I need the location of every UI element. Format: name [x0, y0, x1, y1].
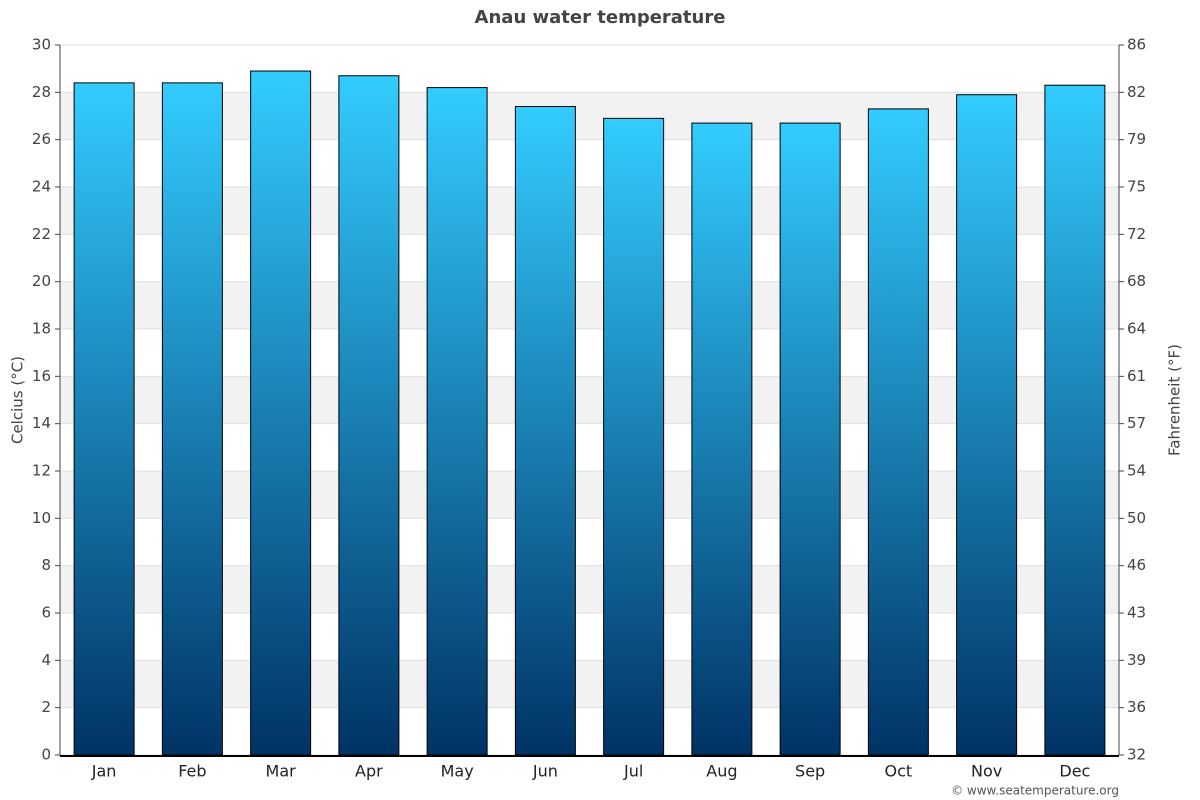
- x-tick-label: Dec: [1059, 762, 1090, 781]
- x-tick-label: Nov: [971, 762, 1002, 781]
- x-tick-label: Oct: [885, 762, 913, 781]
- bar: [779, 122, 841, 756]
- y-tick-label: 18: [32, 320, 51, 338]
- y2-tick-label: 36: [1127, 698, 1146, 716]
- bar: [1044, 84, 1106, 756]
- y2-tick-label: 61: [1127, 367, 1146, 385]
- y-tick-label: 24: [32, 178, 51, 196]
- y2-tick-label: 54: [1127, 462, 1146, 480]
- grid-band: [60, 471, 1119, 519]
- bar: [426, 87, 488, 756]
- grid-band: [60, 281, 1119, 329]
- y-tick-label: 2: [41, 698, 51, 716]
- y2-axis-title: Fahrenheit (°F): [1166, 344, 1184, 456]
- grid-band: [60, 187, 1119, 235]
- x-tick-label: Aug: [706, 762, 737, 781]
- y2-tick-label: 57: [1127, 414, 1146, 432]
- bar: [691, 122, 753, 756]
- x-tick-label: Sep: [795, 762, 825, 781]
- y2-tick-label: 32: [1127, 746, 1146, 764]
- y2-tick-label: 86: [1127, 36, 1146, 54]
- x-tick-label: Apr: [355, 762, 383, 781]
- bar: [867, 108, 929, 756]
- y-tick-label: 22: [32, 225, 51, 243]
- bar: [514, 106, 576, 756]
- bar: [161, 82, 223, 756]
- x-tick-label: Jan: [91, 762, 117, 781]
- x-tick-label: May: [441, 762, 474, 781]
- x-tick-label: Jun: [532, 762, 558, 781]
- y-tick-label: 26: [32, 130, 51, 148]
- grid-band: [60, 376, 1119, 424]
- y-tick-label: 8: [41, 556, 51, 574]
- y2-tick-label: 46: [1127, 556, 1146, 574]
- bar: [250, 70, 312, 756]
- bar: [603, 117, 665, 756]
- y-tick-label: 12: [32, 462, 51, 480]
- grid-band: [60, 660, 1119, 708]
- y-tick-label: 30: [32, 36, 51, 54]
- y2-tick-label: 64: [1127, 320, 1146, 338]
- y-tick-label: 20: [32, 272, 51, 290]
- y-tick-label: 4: [41, 651, 51, 669]
- y-tick-label: 14: [32, 414, 51, 432]
- grid-band: [60, 92, 1119, 140]
- y-tick-label: 0: [41, 746, 51, 764]
- y2-tick-label: 72: [1127, 225, 1146, 243]
- y-axis-title: Celcius (°C): [9, 356, 27, 444]
- bar: [338, 75, 400, 756]
- y-tick-label: 28: [32, 83, 51, 101]
- y2-tick-label: 43: [1127, 604, 1146, 622]
- y2-tick-label: 82: [1127, 83, 1146, 101]
- y2-tick-label: 68: [1127, 272, 1146, 290]
- source: © www.seatemperature.org: [951, 784, 1119, 798]
- y-tick-label: 6: [41, 604, 51, 622]
- y2-tick-label: 75: [1127, 178, 1146, 196]
- y2-tick-label: 79: [1127, 130, 1146, 148]
- y2-tick-label: 39: [1127, 651, 1146, 669]
- y2-tick-label: 50: [1127, 509, 1146, 527]
- x-tick-label: Mar: [266, 762, 297, 781]
- bar: [956, 94, 1018, 756]
- y-tick-label: 10: [32, 509, 51, 527]
- x-tick-label: Feb: [178, 762, 206, 781]
- x-tick-label: Jul: [623, 762, 643, 781]
- bar: [73, 82, 135, 756]
- grid-band: [60, 565, 1119, 613]
- chart-title: Anau water temperature: [475, 7, 726, 28]
- y-tick-label: 16: [32, 367, 51, 385]
